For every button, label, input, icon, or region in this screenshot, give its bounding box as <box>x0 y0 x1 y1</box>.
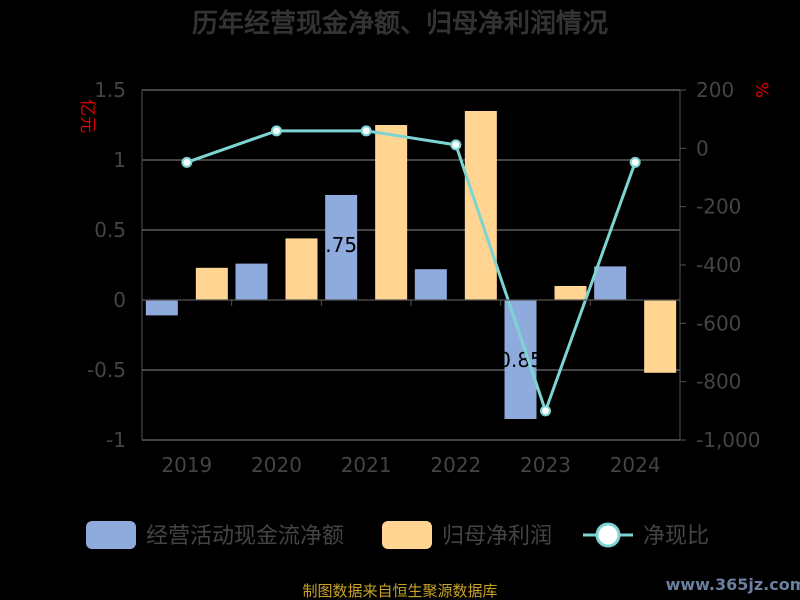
point-ratio <box>181 156 193 168</box>
x-tick-label: 2024 <box>610 453 661 477</box>
legend-marker-ratio <box>595 522 621 548</box>
bar-profit <box>554 286 587 300</box>
point-ratio <box>629 156 641 168</box>
bar-profit <box>285 238 318 300</box>
x-tick-label: 2023 <box>520 453 571 477</box>
bars-layer: .1 .26 .75 .22 0.85 .24 <box>145 111 677 419</box>
y-right-tick-label: 0 <box>696 136 709 160</box>
y-right-tick-label: -800 <box>696 370 741 394</box>
y-right-tick-label: -200 <box>696 195 741 219</box>
y-left-tick-label: 1 <box>113 148 126 172</box>
bar-profit <box>464 111 497 300</box>
bar-cashflow <box>414 269 447 300</box>
bar-profit <box>195 267 228 300</box>
y-left-tick-label: -1 <box>106 428 126 452</box>
point-ratio <box>450 139 462 151</box>
legend-swatch-cashflow <box>86 521 136 549</box>
y-left-tick-label: 0.5 <box>94 218 126 242</box>
y-right-tick-label: -400 <box>696 253 741 277</box>
bar-cashflow <box>594 266 627 300</box>
watermark: www.365jz.com <box>666 575 800 594</box>
left-axis-unit: 亿元 <box>77 99 97 133</box>
x-tick-label: 2021 <box>341 453 392 477</box>
data-label-cashflow: .24 <box>594 304 626 328</box>
data-label-cashflow: .1 <box>152 348 171 372</box>
y-right-tick-label: 200 <box>696 78 734 102</box>
y-right-tick-label: -600 <box>696 311 741 335</box>
legend-swatch-profit <box>382 521 432 549</box>
y-left-tick-label: 0 <box>113 288 126 312</box>
legend: 经营活动现金流净额 归母净利润 净现比 <box>86 521 709 549</box>
source-note: 制图数据来自恒生聚源数据库 <box>302 582 497 600</box>
data-label-cashflow: 0.85 <box>498 348 543 372</box>
line-layer <box>181 125 641 417</box>
bar-cashflow <box>325 195 358 300</box>
legend-label-ratio: 净现比 <box>643 524 709 549</box>
bar-cashflow <box>504 300 537 419</box>
point-ratio <box>540 405 551 417</box>
point-ratio <box>271 125 282 137</box>
x-tick-label: 2022 <box>430 453 481 477</box>
x-tick-label: 2019 <box>161 453 212 477</box>
axis-layer: 1.5 1 0.5 0 -0.5 -1 200 0 -200 -400 -600 -800 -1,000… <box>87 78 761 477</box>
y-left-tick-label: 1.5 <box>94 78 126 102</box>
y-left-tick-label: -0.5 <box>87 358 126 382</box>
line-ratio <box>186 129 637 416</box>
data-label-cashflow: .75 <box>325 233 357 257</box>
bar-cashflow <box>145 300 178 316</box>
chart-title: 历年经营现金净额、归母净利润情况 <box>192 8 608 39</box>
y-right-tick-label: -1,000 <box>696 428 760 452</box>
data-label-cashflow: .22 <box>415 307 447 331</box>
legend-label-profit: 归母净利润 <box>442 524 552 549</box>
legend-label-cashflow: 经营活动现金流净额 <box>146 524 344 549</box>
right-axis-unit: % <box>751 82 771 98</box>
data-label-cashflow: .26 <box>236 302 268 326</box>
x-tick-label: 2020 <box>251 453 302 477</box>
bar-profit <box>375 125 408 300</box>
point-ratio <box>360 125 372 137</box>
bar-cashflow <box>235 263 268 300</box>
bar-profit <box>644 300 677 373</box>
